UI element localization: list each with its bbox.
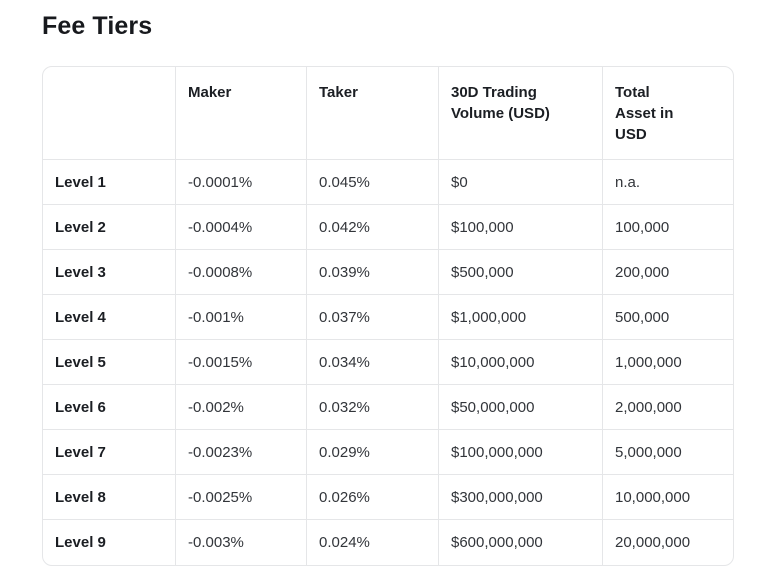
asset-cell: 500,000 [603,295,733,340]
asset-cell: 5,000,000 [603,430,733,475]
table-row-level-7: Level 7 -0.0023% 0.029% $100,000,000 5,0… [43,430,733,475]
asset-cell: 10,000,000 [603,475,733,520]
col-header-level [43,67,176,160]
asset-cell: 2,000,000 [603,385,733,430]
asset-cell: 200,000 [603,250,733,295]
volume-cell: $10,000,000 [439,340,603,385]
volume-cell: $50,000,000 [439,385,603,430]
table-row-level-9: Level 9 -0.003% 0.024% $600,000,000 20,0… [43,520,733,565]
taker-cell: 0.026% [307,475,439,520]
asset-cell: n.a. [603,160,733,205]
level-cell: Level 7 [43,430,176,475]
taker-cell: 0.024% [307,520,439,565]
volume-cell: $300,000,000 [439,475,603,520]
level-cell: Level 8 [43,475,176,520]
volume-cell: $100,000 [439,205,603,250]
volume-cell: $600,000,000 [439,520,603,565]
volume-cell: $500,000 [439,250,603,295]
col-header-asset: Total Asset in USD [603,67,733,160]
taker-cell: 0.039% [307,250,439,295]
maker-cell: -0.002% [176,385,307,430]
taker-cell: 0.037% [307,295,439,340]
level-cell: Level 6 [43,385,176,430]
fee-tiers-table: Maker Taker 30D Trading Volume (USD) Tot… [43,67,733,565]
table-row-level-3: Level 3 -0.0008% 0.039% $500,000 200,000 [43,250,733,295]
table-row-level-2: Level 2 -0.0004% 0.042% $100,000 100,000 [43,205,733,250]
volume-cell: $100,000,000 [439,430,603,475]
table-row-level-1: Level 1 -0.0001% 0.045% $0 n.a. [43,160,733,205]
asset-cell: 100,000 [603,205,733,250]
asset-cell: 20,000,000 [615,534,691,551]
maker-cell: -0.001% [176,295,307,340]
level-cell: Level 1 [43,160,176,205]
col-header-taker: Taker [307,67,439,160]
fee-tiers-table-container: Maker Taker 30D Trading Volume (USD) Tot… [42,66,734,566]
table-row-level-5: Level 5 -0.0015% 0.034% $10,000,000 1,00… [43,340,733,385]
col-header-volume: 30D Trading Volume (USD) [439,67,603,160]
maker-cell: -0.0025% [176,475,307,520]
level-cell: Level 5 [43,340,176,385]
page-title: Fee Tiers [42,12,153,40]
maker-cell: -0.0001% [176,160,307,205]
taker-cell: 0.045% [307,160,439,205]
volume-cell: $1,000,000 [439,295,603,340]
maker-cell: -0.0023% [176,430,307,475]
taker-cell: 0.032% [307,385,439,430]
taker-cell: 0.029% [307,430,439,475]
level-cell: Level 3 [43,250,176,295]
col-header-maker: Maker [176,67,307,160]
taker-cell: 0.034% [307,340,439,385]
header-row: Maker Taker 30D Trading Volume (USD) Tot… [43,67,733,160]
table-row-level-8: Level 8 -0.0025% 0.026% $300,000,000 10,… [43,475,733,520]
taker-cell: 0.042% [307,205,439,250]
maker-cell: -0.0015% [176,340,307,385]
level-cell: Level 4 [43,295,176,340]
maker-cell: -0.003% [176,520,307,565]
maker-cell: -0.0004% [176,205,307,250]
asset-cell: 1,000,000 [603,340,733,385]
level-cell: Level 2 [43,205,176,250]
volume-cell: $0 [439,160,603,205]
table-row-level-6: Level 6 -0.002% 0.032% $50,000,000 2,000… [43,385,733,430]
table-row-level-4: Level 4 -0.001% 0.037% $1,000,000 500,00… [43,295,733,340]
maker-cell: -0.0008% [176,250,307,295]
level-cell: Level 9 [43,520,176,565]
